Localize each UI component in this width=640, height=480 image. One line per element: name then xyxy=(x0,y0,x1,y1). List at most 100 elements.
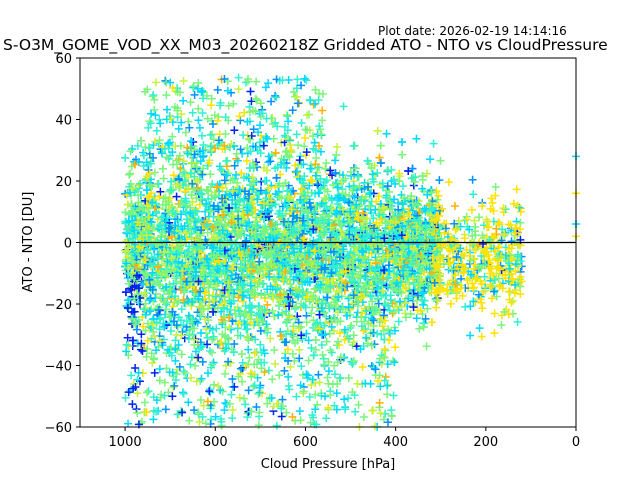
data-point xyxy=(252,218,261,227)
data-point xyxy=(306,175,315,184)
data-point xyxy=(322,159,331,168)
data-point xyxy=(353,301,362,310)
data-point xyxy=(309,236,318,245)
data-point xyxy=(327,322,336,331)
data-point xyxy=(408,206,417,215)
data-point xyxy=(174,340,183,349)
plot-date: Plot date: 2026-02-19 14:14:16 xyxy=(378,24,567,38)
data-point xyxy=(394,317,403,326)
data-point xyxy=(301,303,310,312)
data-point xyxy=(167,186,176,195)
data-point xyxy=(324,357,333,366)
data-point xyxy=(220,257,229,266)
data-point xyxy=(364,255,373,264)
data-point xyxy=(156,119,165,128)
data-points xyxy=(121,73,580,431)
data-point xyxy=(426,155,435,164)
data-point xyxy=(412,134,421,143)
data-point xyxy=(423,304,432,313)
data-point xyxy=(126,169,135,178)
data-point xyxy=(203,228,212,237)
data-point xyxy=(323,293,332,302)
data-point xyxy=(268,306,277,315)
data-point xyxy=(422,169,431,178)
data-point xyxy=(179,367,188,376)
data-point xyxy=(280,366,289,375)
data-point xyxy=(232,204,241,213)
data-point xyxy=(178,327,187,336)
data-point xyxy=(231,170,240,179)
data-point xyxy=(121,153,130,162)
data-point xyxy=(159,174,168,183)
data-point xyxy=(230,161,239,170)
data-point xyxy=(418,310,427,319)
data-point xyxy=(280,338,289,347)
data-point xyxy=(368,314,377,323)
data-point xyxy=(222,171,231,180)
data-point xyxy=(191,176,200,185)
data-point xyxy=(373,126,382,135)
data-point xyxy=(429,139,438,148)
data-point xyxy=(349,141,358,150)
data-point xyxy=(415,324,424,333)
data-point xyxy=(332,151,341,160)
data-point xyxy=(357,260,366,269)
data-point xyxy=(206,170,215,179)
data-point xyxy=(333,142,342,151)
data-point xyxy=(190,324,199,333)
data-point xyxy=(264,366,273,375)
data-point xyxy=(197,131,206,140)
data-point xyxy=(245,293,254,302)
data-point xyxy=(337,178,346,187)
data-point xyxy=(316,147,325,156)
data-point xyxy=(155,115,164,124)
data-point xyxy=(401,313,410,322)
data-point xyxy=(282,146,291,155)
data-point xyxy=(375,153,384,162)
data-point xyxy=(145,295,154,304)
data-point xyxy=(172,192,181,201)
data-point xyxy=(331,156,340,165)
data-point xyxy=(434,191,443,200)
data-point xyxy=(399,182,408,191)
data-point xyxy=(409,181,418,190)
data-point xyxy=(248,173,257,182)
data-point xyxy=(382,129,391,138)
data-point xyxy=(141,176,150,185)
data-point xyxy=(153,215,162,224)
data-point xyxy=(351,164,360,173)
data-point xyxy=(150,168,159,177)
data-point xyxy=(134,297,143,306)
data-point xyxy=(142,352,151,361)
data-point xyxy=(125,239,134,248)
data-point xyxy=(435,176,444,185)
data-point xyxy=(346,247,355,256)
data-point xyxy=(283,187,292,196)
data-point xyxy=(227,325,236,334)
data-point xyxy=(321,164,330,173)
data-point xyxy=(311,390,320,399)
data-point xyxy=(433,296,442,305)
data-point xyxy=(196,194,205,203)
data-point xyxy=(152,126,161,135)
data-point xyxy=(398,137,407,146)
data-point xyxy=(422,342,431,351)
data-point xyxy=(141,299,150,308)
data-point xyxy=(270,346,279,355)
data-point xyxy=(233,324,242,333)
data-point xyxy=(237,350,246,359)
data-point xyxy=(137,330,146,339)
data-point xyxy=(169,185,178,194)
data-point xyxy=(307,309,316,318)
data-point xyxy=(398,150,407,159)
data-point xyxy=(376,141,385,150)
data-point xyxy=(412,314,421,323)
data-point xyxy=(369,189,378,198)
data-point xyxy=(297,203,306,212)
data-point xyxy=(305,181,314,190)
data-point xyxy=(309,100,318,109)
data-point xyxy=(314,189,323,198)
data-point xyxy=(156,313,165,322)
chart-title: S-O3M_GOME_VOD_XX_M03_20260218Z Gridded … xyxy=(3,36,608,55)
